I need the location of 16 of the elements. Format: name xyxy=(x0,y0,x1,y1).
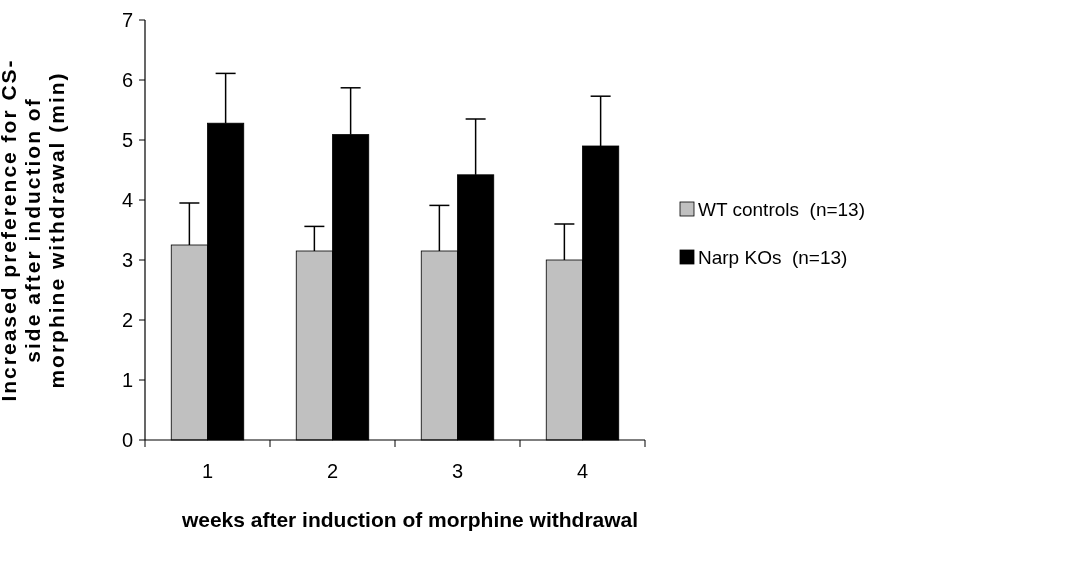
x-tick-label: 4 xyxy=(576,460,589,482)
y-tick-label: 0 xyxy=(121,429,133,451)
y-tick-label: 2 xyxy=(121,309,133,331)
y-tick-label: 3 xyxy=(121,249,133,271)
y-tick-label: 7 xyxy=(121,9,133,31)
x-tick-label: 1 xyxy=(201,460,214,482)
y-tick-label: 5 xyxy=(121,129,133,151)
y-tick-label: 4 xyxy=(121,189,133,211)
x-tick-label: 3 xyxy=(451,460,464,482)
legend-label: Narp KOs (n=13) xyxy=(698,246,848,268)
x-axis-title: weeks after induction of morphine withdrawal xyxy=(180,508,639,531)
x-tick-label: 2 xyxy=(326,460,339,482)
legend-label: WT controls (n=13) xyxy=(698,198,866,220)
y-axis-title: Increased preference for CS-side after induction of morphine withdrawal (min) xyxy=(0,58,68,402)
y-tick-label: 6 xyxy=(121,69,133,91)
y-tick-label: 1 xyxy=(121,369,133,391)
